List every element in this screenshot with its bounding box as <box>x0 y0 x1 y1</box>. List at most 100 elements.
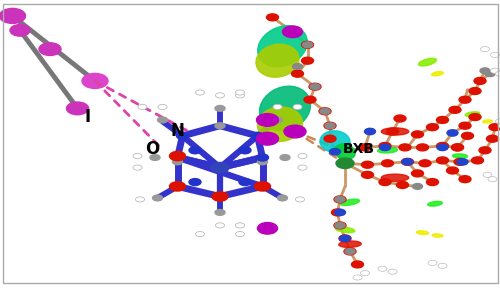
Circle shape <box>416 144 428 151</box>
Circle shape <box>302 42 312 48</box>
Circle shape <box>215 105 225 111</box>
Circle shape <box>457 159 468 165</box>
Circle shape <box>319 108 331 115</box>
Circle shape <box>133 153 142 159</box>
Circle shape <box>39 43 61 55</box>
Circle shape <box>386 128 398 135</box>
Circle shape <box>272 117 282 123</box>
Circle shape <box>412 184 422 189</box>
Circle shape <box>380 144 390 151</box>
Circle shape <box>459 176 471 183</box>
Circle shape <box>196 231 204 237</box>
Circle shape <box>496 119 500 124</box>
Circle shape <box>452 144 464 151</box>
Circle shape <box>330 149 340 155</box>
Circle shape <box>412 131 424 138</box>
Circle shape <box>82 73 108 88</box>
Circle shape <box>490 68 500 73</box>
Ellipse shape <box>340 199 359 205</box>
Ellipse shape <box>465 112 480 116</box>
Circle shape <box>382 160 394 167</box>
Circle shape <box>170 151 186 161</box>
Text: BXB: BXB <box>342 142 374 156</box>
Circle shape <box>334 222 346 229</box>
Circle shape <box>258 223 278 234</box>
Circle shape <box>252 133 262 139</box>
Circle shape <box>419 160 431 167</box>
Circle shape <box>462 132 473 139</box>
Circle shape <box>426 124 438 131</box>
Circle shape <box>335 223 345 228</box>
Circle shape <box>215 194 225 199</box>
Ellipse shape <box>258 107 302 142</box>
Circle shape <box>334 196 346 203</box>
Circle shape <box>474 77 486 84</box>
Circle shape <box>215 210 225 215</box>
Circle shape <box>152 195 162 201</box>
Circle shape <box>447 130 458 136</box>
Circle shape <box>324 135 336 142</box>
Circle shape <box>189 179 201 186</box>
Ellipse shape <box>416 231 428 234</box>
Circle shape <box>286 28 298 35</box>
Circle shape <box>216 223 224 228</box>
Circle shape <box>479 147 491 154</box>
Circle shape <box>292 64 302 69</box>
Circle shape <box>480 68 490 74</box>
Circle shape <box>379 142 391 149</box>
Circle shape <box>396 181 408 188</box>
Circle shape <box>362 171 374 178</box>
Circle shape <box>196 90 204 95</box>
Circle shape <box>172 183 183 190</box>
Circle shape <box>483 172 492 177</box>
Circle shape <box>216 93 224 98</box>
Circle shape <box>236 90 244 95</box>
Circle shape <box>452 144 464 151</box>
Circle shape <box>309 83 321 90</box>
Circle shape <box>428 260 437 266</box>
Circle shape <box>236 231 244 237</box>
Circle shape <box>459 96 471 103</box>
Circle shape <box>280 155 290 160</box>
Circle shape <box>150 155 160 160</box>
Circle shape <box>239 179 251 186</box>
Circle shape <box>339 235 351 242</box>
Circle shape <box>10 25 30 36</box>
Circle shape <box>266 14 278 21</box>
Circle shape <box>282 26 302 38</box>
Circle shape <box>334 209 345 216</box>
Circle shape <box>394 115 406 122</box>
Circle shape <box>136 197 144 202</box>
Circle shape <box>158 104 167 110</box>
Circle shape <box>256 114 278 126</box>
Circle shape <box>379 179 391 186</box>
Circle shape <box>469 88 481 95</box>
Circle shape <box>320 108 330 114</box>
Circle shape <box>362 161 374 168</box>
Ellipse shape <box>428 201 442 206</box>
Circle shape <box>353 275 362 280</box>
Circle shape <box>399 144 411 151</box>
Circle shape <box>438 263 447 268</box>
Text: N: N <box>170 123 184 140</box>
Ellipse shape <box>418 58 436 66</box>
Ellipse shape <box>260 86 310 131</box>
Ellipse shape <box>432 72 444 76</box>
Text: O: O <box>146 140 160 158</box>
Circle shape <box>178 133 188 139</box>
Circle shape <box>310 84 320 90</box>
Circle shape <box>488 177 497 182</box>
Circle shape <box>66 102 88 115</box>
Circle shape <box>302 57 314 64</box>
Circle shape <box>352 261 364 268</box>
Circle shape <box>344 248 356 255</box>
Circle shape <box>426 179 438 186</box>
Ellipse shape <box>339 241 361 247</box>
Circle shape <box>158 117 168 123</box>
Circle shape <box>340 235 350 242</box>
Circle shape <box>332 209 344 216</box>
Circle shape <box>254 182 270 191</box>
Circle shape <box>360 271 370 276</box>
Circle shape <box>215 123 225 129</box>
Circle shape <box>133 165 142 170</box>
